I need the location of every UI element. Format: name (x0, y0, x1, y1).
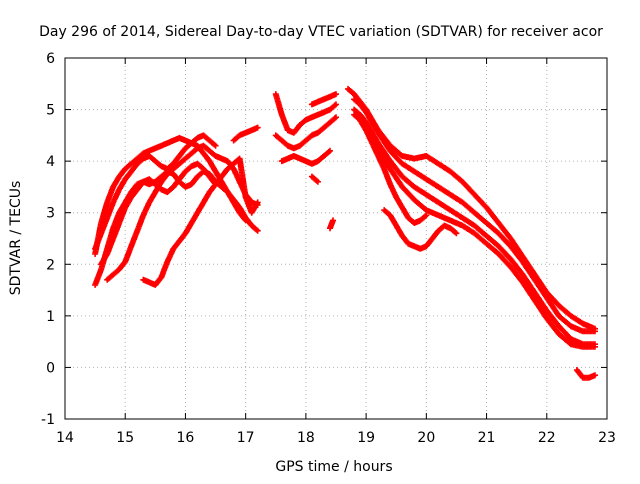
x-tick-label: 18 (297, 430, 315, 446)
data-point-marker (313, 177, 320, 184)
data-point-marker (327, 147, 333, 154)
data-point-marker (333, 101, 339, 108)
y-tick-label: 6 (46, 51, 55, 67)
series-track-18 (357, 116, 430, 226)
y-tick-label: 5 (46, 103, 55, 119)
series-track-13 (327, 217, 336, 232)
y-tick-label: -1 (41, 412, 55, 428)
grid-layer (65, 58, 607, 419)
x-tick-label: 21 (478, 430, 496, 446)
data-point-marker (212, 142, 219, 149)
data-point-marker (333, 91, 339, 98)
series-track-6 (140, 155, 261, 288)
series-track-10 (278, 147, 333, 167)
data-point-marker (254, 199, 261, 206)
chart-title: Day 296 of 2014, Sidereal Day-to-day VTE… (39, 24, 603, 40)
data-point-marker (592, 343, 598, 350)
series-track-15 (351, 96, 598, 335)
series-track-7 (230, 124, 261, 144)
series-track-12 (308, 173, 321, 185)
data-point-marker (254, 124, 261, 131)
series-track-2 (92, 140, 249, 252)
x-tick-label: 17 (237, 430, 255, 446)
y-tick-label: 2 (46, 257, 55, 273)
data-point-marker (423, 212, 430, 219)
data-point-marker (592, 328, 598, 335)
data-point-marker (453, 230, 460, 237)
series-track-19 (381, 207, 460, 252)
data-point-marker (333, 114, 339, 121)
series-track-14 (345, 85, 598, 332)
series-track-8 (272, 114, 339, 152)
data-point-marker (330, 217, 336, 224)
data-point-marker (254, 227, 261, 234)
series-track-1 (92, 132, 219, 257)
data-point-marker (422, 213, 429, 220)
series-track-9 (272, 91, 339, 136)
x-tick-label: 22 (538, 430, 556, 446)
x-tick-label: 19 (357, 430, 375, 446)
x-tick-label: 20 (417, 430, 435, 446)
series-track-20 (573, 367, 598, 381)
y-tick-label: 3 (46, 206, 55, 222)
x-tick-label: 14 (56, 430, 74, 446)
y-axis-label: SDTVAR / TECUs (8, 181, 24, 296)
y-tick-label: 0 (46, 360, 55, 376)
x-axis-label: GPS time / hours (275, 459, 392, 475)
y-tick-label: 1 (46, 309, 55, 325)
data-markers (92, 85, 598, 381)
data-point-marker (452, 229, 459, 236)
series-track-5 (104, 142, 261, 283)
series-track-11 (308, 91, 339, 108)
data-point-marker (314, 178, 321, 185)
plot-frame (64, 57, 608, 420)
x-tick-label: 23 (598, 430, 616, 446)
data-point-marker (592, 372, 598, 379)
x-tick-label: 16 (177, 430, 195, 446)
x-tick-label: 15 (116, 430, 134, 446)
series-track-4 (98, 160, 219, 268)
y-tick-label: 4 (46, 154, 55, 170)
